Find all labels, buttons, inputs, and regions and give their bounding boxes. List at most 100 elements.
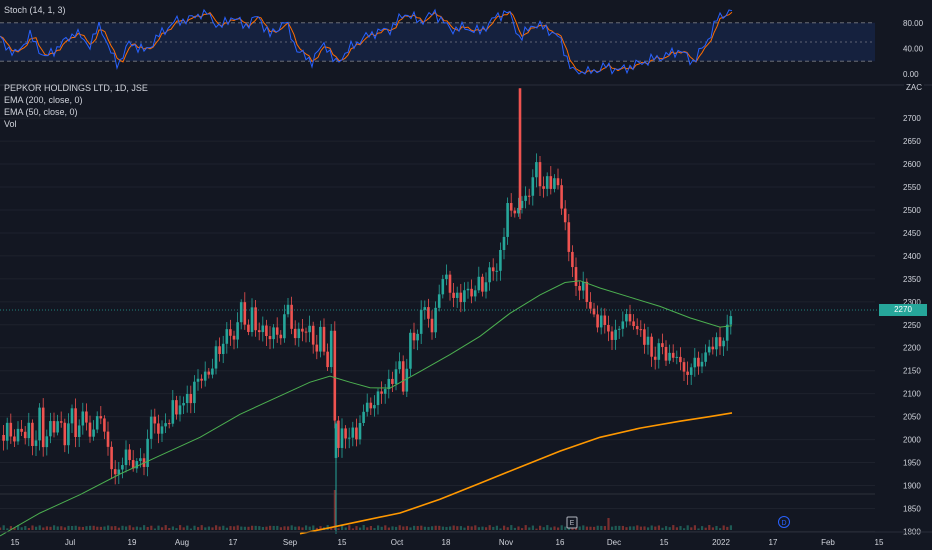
candle-body <box>283 314 286 339</box>
volume-bar <box>722 525 725 530</box>
ema50-legend[interactable]: EMA (50, close, 0) <box>4 107 78 117</box>
volume-bar <box>668 527 671 530</box>
volume-bar <box>639 526 642 530</box>
volume-bar <box>377 525 380 530</box>
volume-bar <box>355 526 358 530</box>
candle-body <box>628 314 632 322</box>
volume-bar <box>53 525 56 530</box>
candle-body <box>81 411 85 426</box>
volume-bar <box>650 525 653 530</box>
volume-bar <box>549 527 552 530</box>
volume-bar <box>189 528 192 530</box>
volume-bar <box>279 527 282 530</box>
volume-bar <box>85 526 88 530</box>
price-tick-label: 2400 <box>903 252 921 261</box>
candle-body <box>167 423 171 425</box>
candle-body <box>351 427 355 438</box>
volume-bar <box>243 526 246 530</box>
stoch-indicator-label[interactable]: Stoch (14, 1, 3) <box>4 5 66 15</box>
volume-bar <box>24 526 27 530</box>
volume-bar <box>49 526 52 530</box>
candle-body <box>603 315 607 325</box>
candle-body <box>535 162 538 178</box>
candle-body <box>484 282 488 292</box>
candle-body <box>383 389 387 394</box>
volume-bar <box>704 527 707 530</box>
candle-body <box>232 335 236 340</box>
volume-bar <box>351 528 354 530</box>
candle-body <box>491 267 495 272</box>
volume-bar <box>452 525 455 530</box>
volume-legend[interactable]: Vol <box>4 119 17 129</box>
candle-body <box>265 325 268 337</box>
candle-body <box>207 371 211 375</box>
candle-body <box>495 270 499 272</box>
candle-body <box>92 429 95 437</box>
candle-body <box>509 203 513 211</box>
candle-body <box>437 294 441 308</box>
candle-body <box>128 449 131 461</box>
candle-body <box>301 328 304 332</box>
volume-bar <box>308 526 311 530</box>
volume-bar <box>470 526 473 530</box>
candle-body <box>175 400 178 415</box>
ema50-line <box>0 280 733 537</box>
volume-bar <box>701 526 704 530</box>
volume-bar <box>535 528 538 530</box>
last-price-tag: 2270 <box>879 304 927 316</box>
volume-bar <box>657 525 660 530</box>
price-tick-label: 2250 <box>903 321 921 330</box>
volume-bar <box>63 527 66 530</box>
volume-bar <box>107 525 110 530</box>
candle-body <box>103 418 106 432</box>
candle-body <box>189 394 193 404</box>
symbol-title[interactable]: PEPKOR HOLDINGS LTD, 1D, JSE <box>4 83 148 93</box>
volume-bar <box>92 525 95 530</box>
candle-body <box>268 336 272 340</box>
candle-body <box>311 325 315 345</box>
volume-bar <box>715 525 718 530</box>
volume-bar <box>359 527 362 530</box>
volume-bar <box>31 525 34 530</box>
volume-bar <box>182 527 185 530</box>
time-tick-label: 2022 <box>712 538 730 547</box>
volume-bar <box>74 525 77 530</box>
price-tick-label: 1950 <box>903 459 921 468</box>
volume-bar <box>564 526 567 530</box>
price-tick-label: 2450 <box>903 229 921 238</box>
volume-bar <box>81 526 84 530</box>
volume-bar <box>683 528 686 530</box>
candle-body <box>459 292 463 303</box>
candle-body <box>272 327 275 340</box>
volume-bar <box>13 527 16 530</box>
candle-body <box>481 276 484 292</box>
candle-body <box>682 362 686 372</box>
volume-bar <box>110 526 113 530</box>
candle-body <box>27 422 31 439</box>
candle-body <box>567 222 571 252</box>
candle-body <box>711 346 715 350</box>
volume-bar <box>405 526 408 530</box>
candle-body <box>488 267 491 283</box>
volume-bar <box>517 526 520 530</box>
volume-bar <box>582 525 585 530</box>
volume-bar <box>553 526 556 530</box>
candle-body <box>635 326 639 330</box>
volume-bar <box>348 525 351 530</box>
volume-bar <box>600 525 603 530</box>
candle-body <box>153 416 157 424</box>
candle-body <box>715 337 718 350</box>
candle-body <box>707 346 711 353</box>
ema200-legend[interactable]: EMA (200, close, 0) <box>4 95 83 105</box>
candle-body <box>661 343 664 347</box>
price-tick-label: 2050 <box>903 413 921 422</box>
candle-body <box>527 195 531 197</box>
candle-body <box>106 431 110 447</box>
volume-bar <box>413 525 416 530</box>
volume-bar <box>193 525 196 530</box>
volume-bar <box>463 527 466 530</box>
candle-body <box>592 308 596 315</box>
event-label: E <box>570 520 575 527</box>
candle-body <box>322 326 326 352</box>
